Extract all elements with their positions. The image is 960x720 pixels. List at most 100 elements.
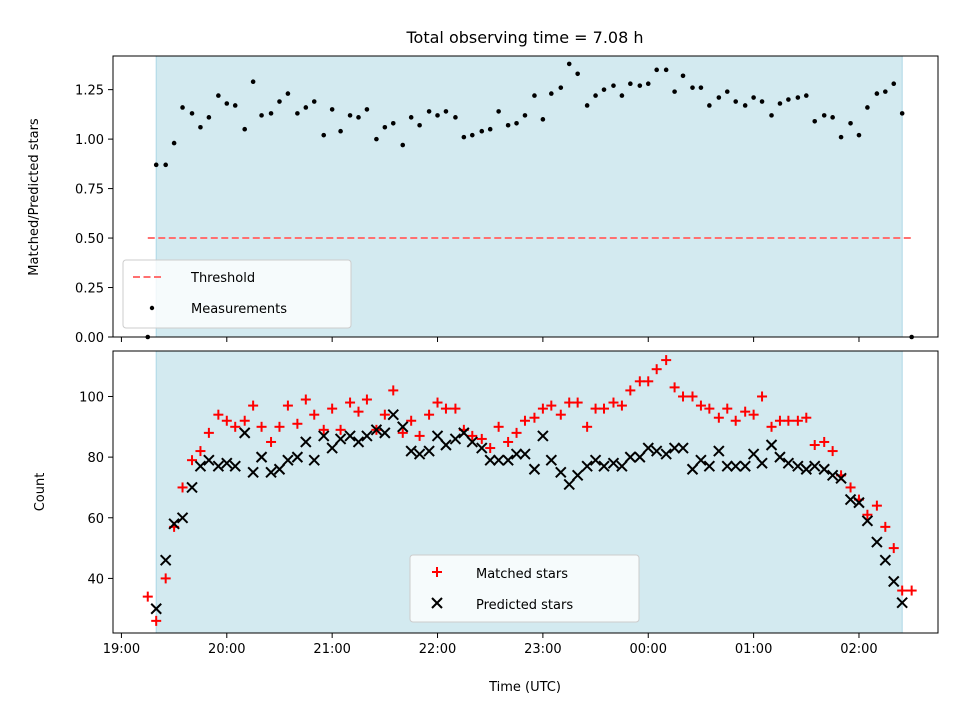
measurement-point bbox=[628, 81, 633, 87]
count-x-tick-label: 02:00 bbox=[840, 642, 877, 657]
predicted-star-point bbox=[159, 554, 172, 566]
measurement-point bbox=[645, 81, 651, 87]
matched-star-point bbox=[827, 446, 838, 457]
legend-measurements-swatch bbox=[149, 305, 155, 311]
matched-star-point bbox=[897, 585, 908, 596]
measurement-point bbox=[742, 103, 748, 108]
matched-star-point bbox=[740, 406, 751, 417]
predicted-star-point bbox=[352, 436, 365, 448]
measurement-point bbox=[874, 91, 880, 96]
measurement-point bbox=[584, 103, 590, 108]
matched-star-point bbox=[388, 385, 399, 396]
matched-star-point bbox=[546, 400, 557, 411]
ratio-y-tick-label: 1.00 bbox=[75, 133, 104, 148]
predicted-star-point bbox=[326, 442, 338, 454]
matched-star-point bbox=[327, 403, 338, 414]
measurement-point bbox=[786, 97, 791, 102]
matched-star-point bbox=[783, 415, 794, 426]
measurement-point bbox=[285, 91, 291, 96]
measurement-point bbox=[759, 99, 765, 104]
matched-star-point bbox=[519, 415, 530, 426]
matched-star-point bbox=[555, 409, 566, 420]
measurement-point bbox=[347, 113, 353, 118]
measurement-point bbox=[198, 124, 203, 130]
measurement-point bbox=[777, 101, 783, 106]
predicted-star-point bbox=[739, 460, 751, 472]
predicted-star-point bbox=[318, 430, 330, 442]
predicted-star-point bbox=[150, 603, 162, 615]
predicted-star-point bbox=[194, 460, 207, 472]
predicted-star-point bbox=[896, 596, 908, 609]
count-legend: Matched stars Predicted stars bbox=[409, 554, 640, 623]
matched-star-point bbox=[203, 427, 214, 438]
measurement-point bbox=[171, 140, 177, 146]
predicted-star-point bbox=[423, 445, 435, 457]
matched-star-point bbox=[809, 440, 820, 450]
measurement-point bbox=[795, 95, 801, 100]
predicted-star-point bbox=[598, 460, 610, 472]
measurement-point bbox=[698, 85, 704, 90]
measurement-point bbox=[189, 111, 195, 116]
predicted-star-point bbox=[581, 460, 593, 472]
measurement-point bbox=[865, 105, 870, 110]
measurement-point bbox=[532, 93, 537, 98]
measurement-point bbox=[611, 83, 616, 88]
measurement-point bbox=[707, 103, 712, 108]
measurement-point bbox=[593, 93, 598, 98]
measurement-point bbox=[408, 115, 414, 120]
matched-star-point bbox=[819, 436, 830, 447]
matched-star-point bbox=[862, 509, 873, 520]
matched-star-point bbox=[292, 418, 303, 429]
predicted-star-point bbox=[835, 472, 847, 485]
predicted-star-point bbox=[809, 460, 821, 472]
matched-star-point bbox=[397, 427, 408, 438]
matched-star-point bbox=[335, 424, 346, 435]
predicted-star-point bbox=[431, 430, 444, 442]
measurement-point bbox=[496, 109, 501, 114]
matched-star-point bbox=[379, 409, 390, 420]
measurement-point bbox=[716, 95, 722, 100]
count-x-tick-label: 23:00 bbox=[524, 642, 561, 657]
predicted-star-point bbox=[624, 451, 637, 463]
measurement-point bbox=[558, 85, 564, 90]
measurement-point bbox=[338, 128, 343, 134]
measurement-point bbox=[356, 115, 361, 120]
matched-star-point bbox=[537, 403, 548, 414]
matched-star-point bbox=[274, 421, 285, 432]
ratio-y-tick-label: 0.50 bbox=[75, 232, 104, 247]
predicted-star-point bbox=[721, 460, 733, 472]
predicted-star-point bbox=[589, 454, 602, 466]
matched-star-point bbox=[748, 409, 759, 420]
matched-star-point bbox=[440, 403, 451, 414]
matched-star-point bbox=[406, 415, 417, 426]
matched-star-point bbox=[503, 436, 514, 447]
measurement-point bbox=[374, 136, 379, 142]
predicted-star-point bbox=[853, 496, 865, 509]
matched-star-point bbox=[888, 543, 899, 554]
matched-star-point bbox=[678, 391, 689, 402]
measurement-point bbox=[769, 113, 774, 118]
measurement-point bbox=[838, 134, 844, 140]
predicted-star-point bbox=[686, 463, 699, 475]
predicted-star-point bbox=[476, 442, 488, 454]
predicted-star-point bbox=[282, 454, 294, 466]
count-y-axis-label: Count bbox=[33, 473, 48, 512]
predicted-star-point bbox=[818, 463, 830, 475]
measurement-point bbox=[505, 122, 511, 128]
predicted-star-point bbox=[555, 466, 567, 478]
predicted-star-point bbox=[844, 493, 857, 506]
count-x-tick-label: 20:00 bbox=[208, 642, 245, 657]
measurement-point bbox=[329, 107, 335, 112]
measurement-point bbox=[733, 99, 739, 104]
matched-star-point bbox=[669, 382, 680, 393]
measurement-point bbox=[180, 105, 185, 110]
predicted-star-point bbox=[370, 424, 383, 436]
predicted-star-point bbox=[792, 460, 804, 472]
matched-star-point bbox=[300, 394, 311, 405]
predicted-star-point bbox=[502, 454, 514, 466]
matched-star-point bbox=[801, 412, 812, 423]
measurement-point bbox=[821, 113, 827, 118]
predicted-star-point bbox=[273, 463, 286, 475]
measurement-point bbox=[224, 101, 230, 106]
